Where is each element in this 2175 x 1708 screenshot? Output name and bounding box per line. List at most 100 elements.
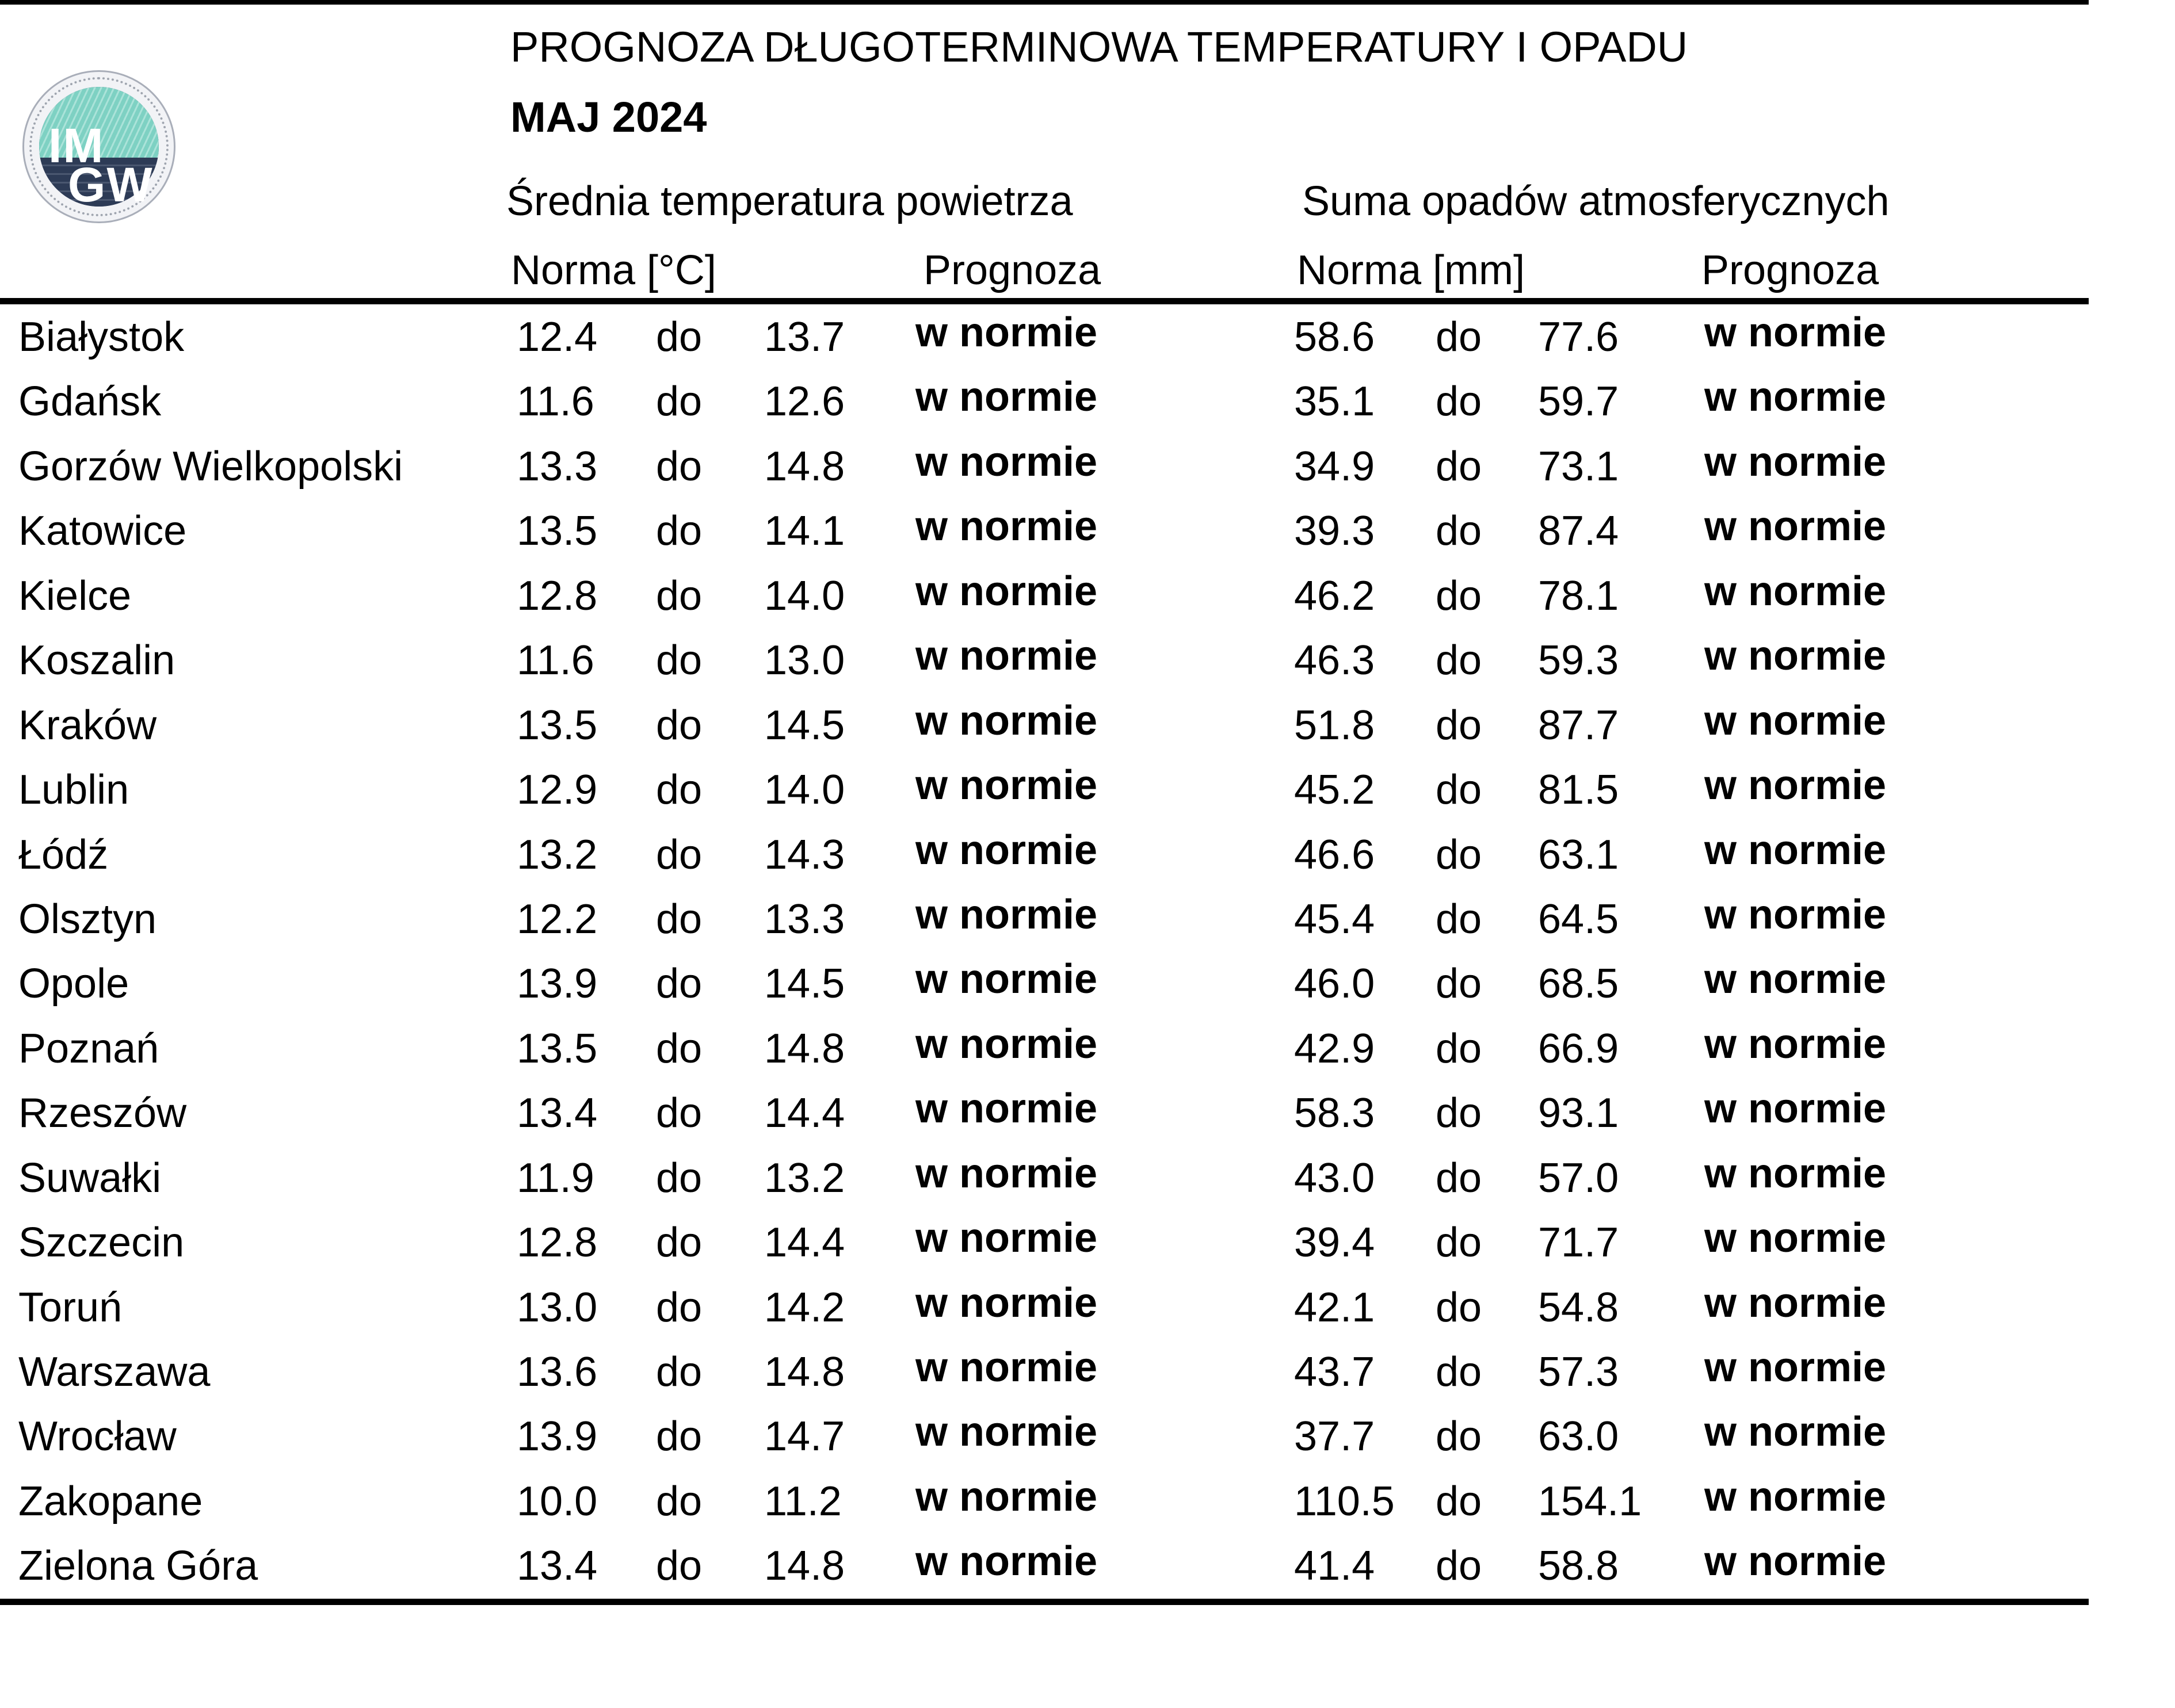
city-name: Koszalin [18, 637, 175, 684]
table-row: Toruń 13.0 do 14.2 w normie 42.1 do 54.8… [0, 1275, 2175, 1340]
temp-norm-max: 12.6 [764, 379, 845, 425]
range-word-precip: do [1436, 443, 1482, 490]
bottom-rule [0, 1599, 2089, 1605]
table-row: Koszalin 11.6 do 13.0 w normie 46.3 do 5… [0, 628, 2175, 693]
logo-text-im: IM [48, 119, 105, 173]
range-word-precip: do [1436, 1478, 1482, 1524]
range-word-precip: do [1436, 831, 1482, 878]
precip-norm-max: 59.7 [1538, 379, 1619, 425]
column-header-temp-norm: Norma [°C] [511, 247, 716, 293]
range-word-precip: do [1436, 896, 1482, 942]
table-row: Gdańsk 11.6 do 12.6 w normie 35.1 do 59.… [0, 369, 2175, 434]
temp-forecast-value: w normie [915, 1086, 1098, 1132]
table-row: Gorzów Wielkopolski 13.3 do 14.8 w normi… [0, 434, 2175, 499]
temp-forecast-value: w normie [915, 1150, 1098, 1197]
temp-norm-min: 12.4 [517, 314, 598, 360]
range-word-precip: do [1436, 1155, 1482, 1201]
range-word-precip: do [1436, 314, 1482, 360]
table-row: Opole 13.9 do 14.5 w normie 46.0 do 68.5… [0, 952, 2175, 1016]
city-name: Zakopane [18, 1478, 203, 1524]
range-word-temp: do [656, 1220, 703, 1266]
temp-norm-min: 13.0 [517, 1284, 598, 1331]
temp-forecast-value: w normie [915, 438, 1098, 485]
range-word-precip: do [1436, 1284, 1482, 1331]
section-header-temperature: Średnia temperatura powietrza [506, 178, 1073, 224]
precip-forecast-value: w normie [1704, 1538, 1887, 1585]
range-word-temp: do [656, 1543, 703, 1589]
table-row: Katowice 13.5 do 14.1 w normie 39.3 do 8… [0, 499, 2175, 563]
range-word-temp: do [656, 443, 703, 490]
precip-forecast-value: w normie [1704, 762, 1887, 809]
precip-forecast-value: w normie [1704, 1473, 1887, 1520]
city-name: Lublin [18, 767, 129, 813]
precip-norm-max: 73.1 [1538, 443, 1619, 490]
range-word-temp: do [656, 702, 703, 748]
temp-forecast-value: w normie [915, 956, 1098, 1003]
temp-norm-max: 14.7 [764, 1413, 845, 1460]
city-name: Łódź [18, 831, 109, 878]
temp-forecast-value: w normie [915, 1409, 1098, 1455]
temp-forecast-value: w normie [915, 891, 1098, 938]
temp-norm-max: 14.0 [764, 767, 845, 813]
table-row: Poznań 13.5 do 14.8 w normie 42.9 do 66.… [0, 1017, 2175, 1081]
range-word-temp: do [656, 961, 703, 1007]
range-word-precip: do [1436, 508, 1482, 555]
precip-forecast-value: w normie [1704, 309, 1887, 356]
temp-norm-min: 10.0 [517, 1478, 598, 1524]
logo-text-gw: GW [68, 158, 154, 212]
precip-norm-min: 35.1 [1294, 379, 1375, 425]
precip-forecast-value: w normie [1704, 1279, 1887, 1326]
precip-norm-min: 43.0 [1294, 1155, 1375, 1201]
precip-forecast-value: w normie [1704, 827, 1887, 873]
range-word-precip: do [1436, 572, 1482, 619]
temp-norm-max: 14.4 [764, 1220, 845, 1266]
city-name: Poznań [18, 1025, 159, 1072]
range-word-temp: do [656, 637, 703, 684]
precip-norm-max: 154.1 [1538, 1478, 1642, 1524]
column-header-precip-norm: Norma [mm] [1297, 247, 1525, 293]
temp-norm-max: 14.8 [764, 443, 845, 490]
precip-forecast-value: w normie [1704, 1215, 1887, 1262]
precip-forecast-value: w normie [1704, 956, 1887, 1003]
city-name: Warszawa [18, 1349, 211, 1395]
temp-norm-min: 12.8 [517, 572, 598, 619]
precip-norm-max: 71.7 [1538, 1220, 1619, 1266]
precip-norm-min: 46.3 [1294, 637, 1375, 684]
city-name: Toruń [18, 1284, 123, 1331]
temp-norm-max: 13.0 [764, 637, 845, 684]
city-name: Gorzów Wielkopolski [18, 443, 403, 490]
temp-norm-max: 13.2 [764, 1155, 845, 1201]
temp-norm-min: 13.4 [517, 1090, 598, 1137]
range-word-temp: do [656, 1349, 703, 1395]
range-word-precip: do [1436, 1543, 1482, 1589]
table-row: Zakopane 10.0 do 11.2 w normie 110.5 do … [0, 1469, 2175, 1534]
temp-forecast-value: w normie [915, 1021, 1098, 1067]
precip-norm-min: 46.6 [1294, 831, 1375, 878]
precip-norm-max: 58.8 [1538, 1543, 1619, 1589]
temp-forecast-value: w normie [915, 762, 1098, 809]
precip-norm-max: 78.1 [1538, 572, 1619, 619]
precip-norm-min: 39.4 [1294, 1220, 1375, 1266]
temp-forecast-value: w normie [915, 1279, 1098, 1326]
city-name: Wrocław [18, 1413, 177, 1460]
temp-norm-max: 14.8 [764, 1349, 845, 1395]
precip-norm-max: 57.0 [1538, 1155, 1619, 1201]
table-row: Wrocław 13.9 do 14.7 w normie 37.7 do 63… [0, 1404, 2175, 1469]
logo-ring-text [29, 77, 169, 216]
range-word-precip: do [1436, 637, 1482, 684]
precip-forecast-value: w normie [1704, 633, 1887, 679]
precip-norm-min: 45.2 [1294, 767, 1375, 813]
range-word-temp: do [656, 1284, 703, 1331]
precip-forecast-value: w normie [1704, 1344, 1887, 1390]
range-word-temp: do [656, 767, 703, 813]
city-name: Olsztyn [18, 896, 157, 942]
temp-norm-max: 14.2 [764, 1284, 845, 1331]
temp-forecast-value: w normie [915, 633, 1098, 679]
city-name: Gdańsk [18, 379, 162, 425]
precip-forecast-value: w normie [1704, 1021, 1887, 1067]
temp-forecast-value: w normie [915, 697, 1098, 744]
range-word-precip: do [1436, 1090, 1482, 1137]
precip-norm-min: 58.6 [1294, 314, 1375, 360]
temp-forecast-value: w normie [915, 568, 1098, 614]
logo-disc [39, 87, 159, 207]
